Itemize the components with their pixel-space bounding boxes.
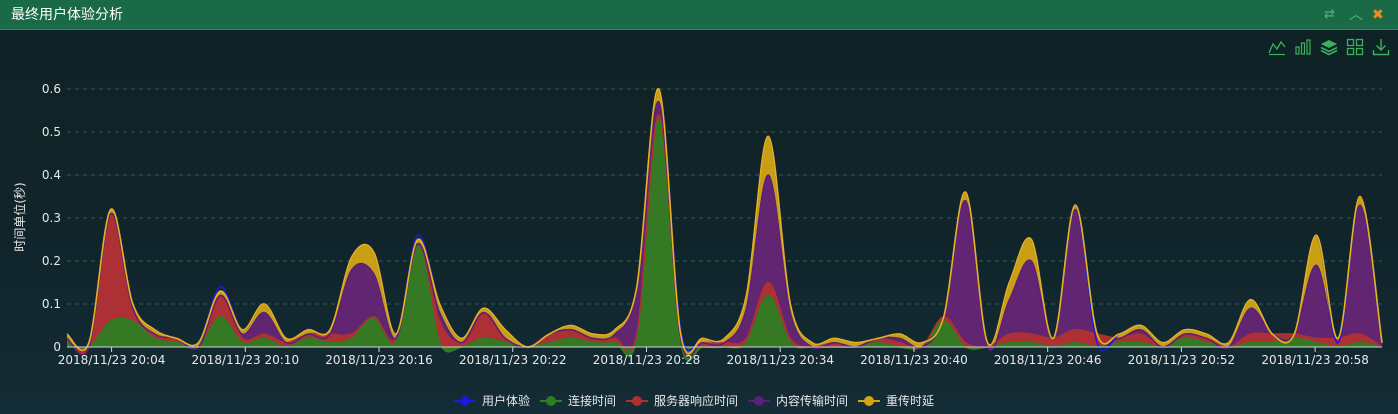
x-tick-label: 2018/11/23 20:16 (325, 353, 433, 367)
legend-swatch (460, 396, 470, 406)
legend-swatch (754, 396, 764, 406)
close-icon[interactable]: ✖ (1372, 7, 1384, 23)
legend-item[interactable]: 连接时间 (540, 393, 616, 408)
y-tick-label: 0.5 (42, 125, 61, 139)
x-tick-label: 2018/11/23 20:22 (459, 353, 567, 367)
stacked-area-chart: 时间单位(秒) 0 0.1 0.2 0.3 0.4 0.5 0.6 2018/11/23 2… (12, 82, 1383, 408)
y-axis-label: 时间单位(秒) (12, 182, 27, 251)
legend-swatch (632, 396, 642, 406)
y-tick-label: 0.2 (42, 254, 61, 268)
y-tick-label: 0.6 (42, 82, 61, 96)
collapse-up-icon[interactable]: ︿ (1349, 7, 1363, 23)
x-tick-label: 2018/11/23 20:34 (726, 353, 834, 367)
legend-swatch (864, 396, 874, 406)
x-tick-label: 2018/11/23 20:58 (1261, 353, 1369, 367)
y-tick-label: 0 (53, 340, 61, 354)
legend-swatch (546, 396, 556, 406)
grid-lines (67, 88, 1382, 305)
x-tick-label: 2018/11/23 20:04 (58, 353, 166, 367)
line-chart-icon[interactable] (1268, 38, 1286, 56)
x-tick-label: 2018/11/23 20:10 (192, 353, 300, 367)
axes: 时间单位(秒) (12, 182, 1382, 348)
series-top-line (66, 88, 1383, 355)
download-icon[interactable] (1372, 38, 1390, 56)
y-tick-label: 0.3 (42, 211, 61, 225)
legend-item[interactable]: 内容传输时间 (748, 393, 848, 408)
x-tick-label: 2018/11/23 20:28 (593, 353, 701, 367)
x-tick-label: 2018/11/23 20:40 (860, 353, 968, 367)
legend-label: 用户体验 (482, 393, 530, 408)
legend-item[interactable]: 重传时延 (858, 393, 934, 408)
bar-chart-icon[interactable] (1294, 38, 1312, 56)
series-areas (66, 88, 1383, 362)
panel-title: 最终用户体验分析 (11, 7, 123, 23)
legend: 用户体验 连接时间 服务器响应时间 内容传输时间 重传时延 (454, 393, 934, 408)
legend-item[interactable]: 用户体验 (454, 393, 530, 408)
legend-label: 连接时间 (568, 393, 616, 408)
chart-toolbox (1268, 38, 1390, 56)
y-tick-label: 0.1 (42, 297, 61, 311)
y-axis-ticks: 0 0.1 0.2 0.3 0.4 0.5 0.6 (42, 82, 61, 354)
x-axis-ticks: 2018/11/23 20:04 2018/11/23 20:10 2018/11/… (58, 347, 1369, 367)
panel-header: 最终用户体验分析 ⇄ ︿ ✖ (0, 0, 1398, 30)
stack-icon[interactable] (1320, 38, 1338, 56)
legend-label: 重传时延 (886, 393, 934, 408)
area-2 (67, 101, 1382, 358)
y-tick-label: 0.4 (42, 168, 61, 182)
legend-label: 内容传输时间 (776, 393, 848, 408)
swap-icon[interactable]: ⇄ (1324, 7, 1335, 22)
x-tick-label: 2018/11/23 20:52 (1128, 353, 1236, 367)
series-line-0 (66, 118, 1383, 362)
x-tick-label: 2018/11/23 20:46 (994, 353, 1102, 367)
tiled-icon[interactable] (1346, 38, 1364, 56)
legend-label: 服务器响应时间 (654, 393, 738, 408)
legend-item[interactable]: 服务器响应时间 (626, 393, 738, 408)
